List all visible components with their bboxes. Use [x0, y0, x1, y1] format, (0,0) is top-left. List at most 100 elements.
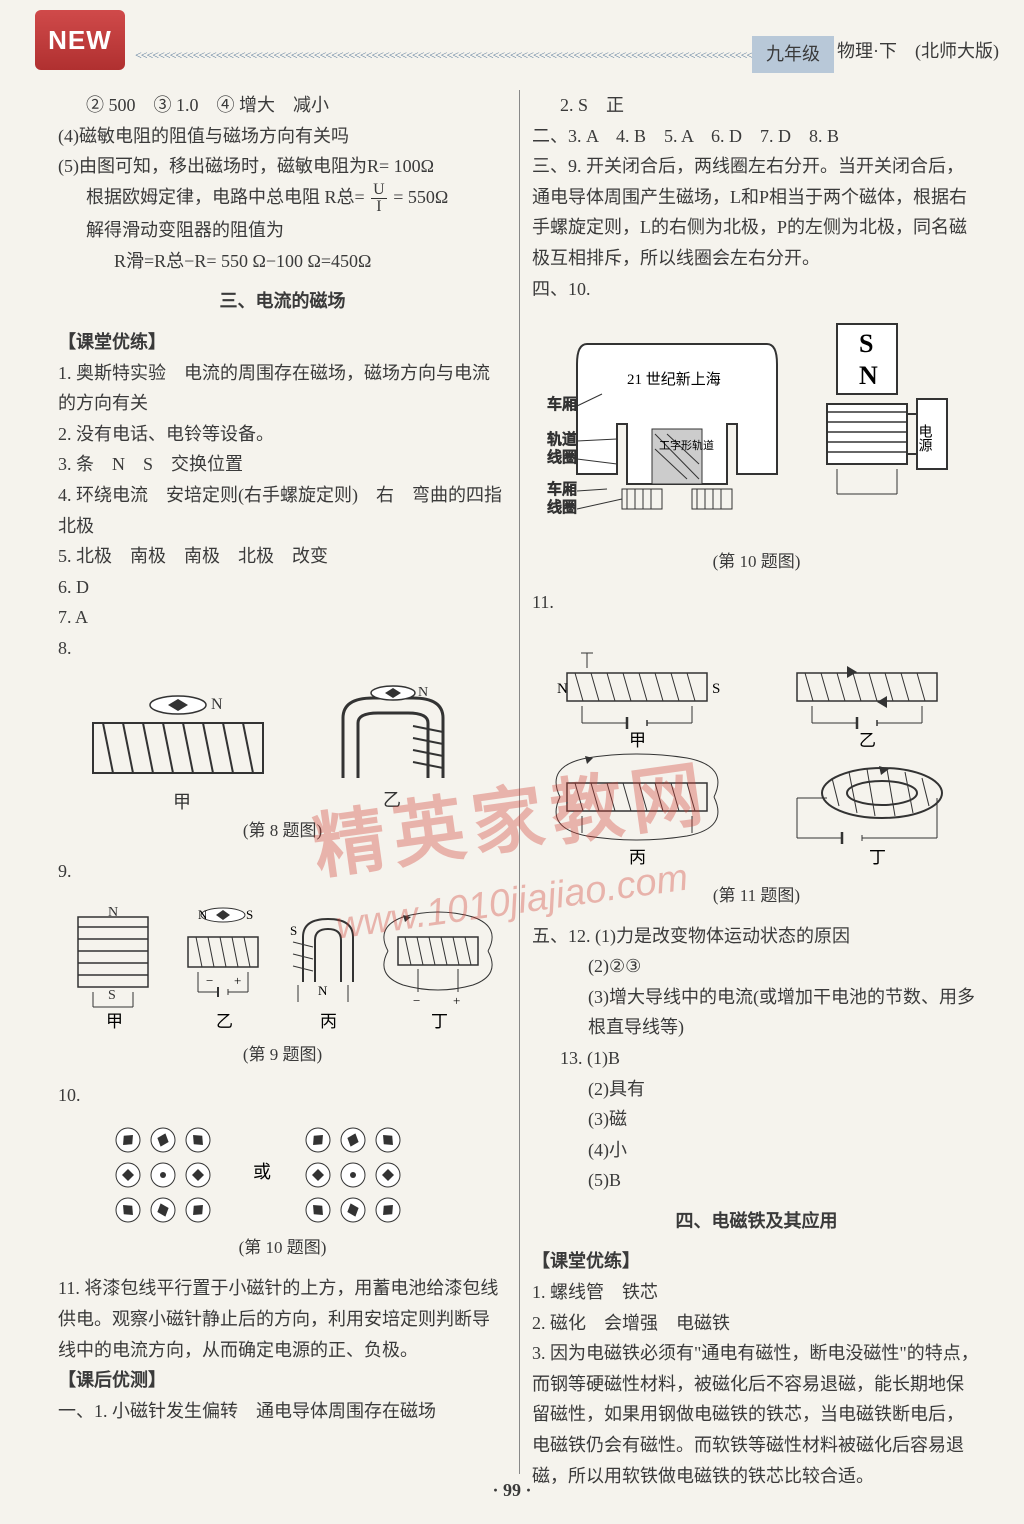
- fraction-num: U: [371, 182, 387, 199]
- figure-10-left-caption: (第 10 题图): [58, 1234, 507, 1263]
- text-line: 2. S 正: [532, 90, 981, 121]
- text-line: (5)B: [532, 1165, 981, 1196]
- section-title: 三、电流的磁场: [58, 286, 507, 317]
- figure-8: N 甲 N 乙: [58, 673, 507, 846]
- page-number: · 99 ·: [0, 1475, 1024, 1506]
- figure-10-right-svg: 21 世纪新上海 工字形轨道 车厢 轨道: [547, 314, 967, 544]
- section-title: 四、电磁铁及其应用: [532, 1206, 981, 1237]
- text-line: 2. 磁化 会增强 电磁铁: [532, 1308, 981, 1339]
- page: NEW <<<<<<<<<<<<<<<<<<<<<<<<<<<<<<<<<<<<…: [0, 0, 1024, 1524]
- right-column: 2. S 正 二、3. A 4. B 5. A 6. D 7. D 8. B 三…: [524, 90, 989, 1474]
- bracket-title: 【课堂优练】: [532, 1246, 981, 1277]
- text-line: 11.: [532, 587, 981, 618]
- text-line: (2)②③: [532, 951, 981, 982]
- text-line: 5. 北极 南极 南极 北极 改变: [58, 541, 507, 572]
- text-line: (3)增大导线中的电流(或增加干电池的节数、用多根直导线等): [532, 982, 981, 1043]
- text-line: 4. 环绕电流 安培定则(右手螺旋定则) 右 弯曲的四指 北极: [58, 480, 507, 541]
- figure-9: N S 甲 N S: [58, 897, 507, 1070]
- fraction-den: I: [371, 199, 387, 215]
- text-line: 6. D: [58, 572, 507, 603]
- logo-badge: NEW: [35, 10, 125, 70]
- svg-text:N: N: [418, 685, 428, 700]
- svg-text:S: S: [290, 923, 297, 938]
- svg-text:线圈: 线圈: [547, 449, 577, 466]
- svg-text:+: +: [234, 973, 241, 988]
- text-line: 1. 螺线管 铁芯: [532, 1277, 981, 1308]
- bracket-title: 【课后优测】: [58, 1365, 507, 1396]
- grade-label: 九年级: [752, 36, 834, 73]
- figure-10-left: 或 (第 10 题图): [58, 1120, 507, 1263]
- text-line: (2)具有: [532, 1074, 981, 1105]
- svg-text:S: S: [859, 329, 873, 358]
- svg-text:车厢: 车厢: [547, 396, 577, 413]
- figure-10-left-svg: 或: [83, 1120, 483, 1230]
- text-line: 8.: [58, 633, 507, 664]
- svg-text:车厢: 车厢: [547, 481, 577, 498]
- svg-text:丁: 丁: [431, 1012, 448, 1031]
- text-line: 7. A: [58, 602, 507, 633]
- svg-text:N: N: [557, 681, 568, 697]
- text-line: (3)磁: [532, 1104, 981, 1135]
- svg-text:轨道: 轨道: [547, 431, 577, 448]
- svg-text:甲: 甲: [106, 1012, 123, 1031]
- text-line: 四、10.: [532, 274, 981, 305]
- svg-text:或: 或: [253, 1162, 271, 1182]
- figure-10-right-caption: (第 10 题图): [532, 548, 981, 577]
- text-line: 10.: [58, 1080, 507, 1111]
- text-line: 解得滑动变阻器的阻值为: [58, 215, 507, 246]
- text-line: (5)由图可知，移出磁场时，磁敏电阻为R= 100Ω: [58, 151, 507, 182]
- text-line: 3. 因为电磁铁必须有"通电有磁性，断电没磁性"的特点，而钢等硬磁性材料，被磁化…: [532, 1338, 981, 1491]
- svg-text:丙: 丙: [320, 1012, 337, 1031]
- figure-8-caption: (第 8 题图): [58, 817, 507, 846]
- svg-text:甲: 甲: [629, 731, 646, 750]
- figure-9-caption: (第 9 题图): [58, 1041, 507, 1070]
- text-line: 9.: [58, 856, 507, 887]
- svg-text:乙: 乙: [216, 1012, 233, 1031]
- text-line: ② 500 ③ 1.0 ④ 增大 减小: [58, 90, 507, 121]
- text-line: 1. 奥斯特实验 电流的周围存在磁场，磁场方向与电流的方向有关: [58, 358, 507, 419]
- figure-11-svg: N S 甲: [537, 628, 977, 878]
- text-line: 13. (1)B: [532, 1043, 981, 1074]
- text: 根据欧姆定律，电路中总电阻 R总=: [86, 187, 365, 207]
- svg-text:电源: 电源: [916, 424, 932, 452]
- text-line: 2. 没有电话、电铃等设备。: [58, 419, 507, 450]
- svg-text:S: S: [712, 681, 720, 697]
- svg-text:N: N: [108, 905, 118, 920]
- svg-text:乙: 乙: [383, 790, 401, 810]
- svg-text:−: −: [206, 973, 213, 988]
- svg-text:N: N: [859, 361, 878, 390]
- text-line: 五、12. (1)力是改变物体运动状态的原因: [532, 921, 981, 952]
- svg-text:丙: 丙: [629, 848, 646, 867]
- text-line: 一、1. 小磁针发生偏转 通电导体周围存在磁场: [58, 1396, 507, 1427]
- svg-text:丁: 丁: [869, 848, 886, 867]
- figure-10-right: 21 世纪新上海 工字形轨道 车厢 轨道: [532, 314, 981, 577]
- svg-text:N: N: [211, 696, 223, 713]
- text-line: 三、9. 开关闭合后，两线圈左右分开。当开关闭合后，通电导体周围产生磁场，L和P…: [532, 151, 981, 273]
- svg-text:乙: 乙: [859, 731, 876, 750]
- text-line: (4)磁敏电阻的阻值与磁场方向有关吗: [58, 121, 507, 152]
- text-line: 11. 将漆包线平行置于小磁针的上方，用蓄电池给漆包线供电。观察小磁针静止后的方…: [58, 1273, 507, 1365]
- svg-text:+: +: [453, 993, 460, 1008]
- figure-9-svg: N S 甲 N S: [63, 897, 503, 1037]
- svg-text:甲: 甲: [173, 792, 191, 812]
- text-line: R滑=R总−R= 550 Ω−100 Ω=450Ω: [58, 246, 507, 277]
- svg-text:21 世纪新上海: 21 世纪新上海: [627, 371, 721, 388]
- figure-11: N S 甲: [532, 628, 981, 911]
- svg-text:N: N: [198, 907, 208, 922]
- left-column: ② 500 ③ 1.0 ④ 增大 减小 (4)磁敏电阻的阻值与磁场方向有关吗 (…: [50, 90, 515, 1474]
- text-line: 3. 条 N S 交换位置: [58, 449, 507, 480]
- fraction: U I: [371, 182, 387, 215]
- column-divider: [519, 90, 520, 1474]
- content-columns: ② 500 ③ 1.0 ④ 增大 减小 (4)磁敏电阻的阻值与磁场方向有关吗 (…: [50, 90, 989, 1474]
- svg-text:−: −: [413, 993, 420, 1008]
- bracket-title: 【课堂优练】: [58, 327, 507, 358]
- text-line: 根据欧姆定律，电路中总电阻 R总= U I = 550Ω: [58, 182, 507, 215]
- figure-8-svg: N 甲 N 乙: [73, 673, 493, 813]
- text-line: 二、3. A 4. B 5. A 6. D 7. D 8. B: [532, 121, 981, 152]
- text-line: (4)小: [532, 1135, 981, 1166]
- svg-text:线圈: 线圈: [547, 499, 577, 516]
- svg-text:N: N: [318, 983, 328, 998]
- svg-text:S: S: [246, 907, 253, 922]
- figure-11-caption: (第 11 题图): [532, 882, 981, 911]
- svg-text:S: S: [108, 988, 116, 1003]
